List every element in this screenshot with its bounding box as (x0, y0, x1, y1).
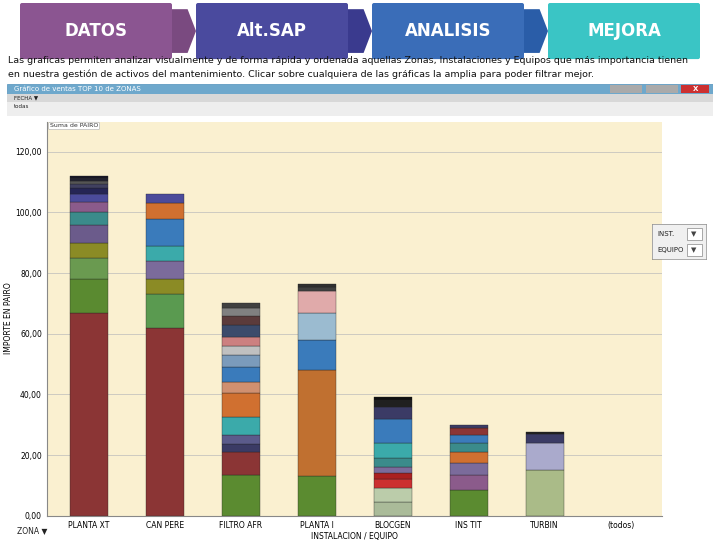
Bar (70, 279, 107, 313)
Bar (7, 94, 713, 102)
Bar (297, 340, 336, 370)
Text: todas: todas (14, 104, 30, 110)
Bar (687, 228, 702, 240)
Bar (297, 284, 336, 287)
Bar (449, 435, 487, 443)
Polygon shape (172, 9, 196, 53)
Bar (222, 367, 260, 382)
Bar (374, 480, 412, 488)
Bar (222, 444, 260, 452)
Bar (526, 434, 564, 443)
X-axis label: INSTALACION / EQUIPO: INSTALACION / EQUIPO (311, 532, 398, 540)
Bar (374, 401, 412, 407)
Text: ▼: ▼ (691, 247, 696, 253)
Bar (70, 212, 107, 225)
Bar (222, 393, 260, 417)
Text: FECHA ▼: FECHA ▼ (14, 96, 38, 100)
Bar (70, 225, 107, 243)
Bar (7, 102, 713, 116)
Bar (222, 452, 260, 475)
Text: en nuestra gestión de activos del mantenimiento. Clicar sobre cualquiera de las : en nuestra gestión de activos del manten… (8, 70, 594, 79)
FancyBboxPatch shape (196, 3, 348, 59)
Text: DATOS: DATOS (65, 22, 127, 40)
Bar (222, 382, 260, 393)
Bar (374, 443, 412, 458)
Bar (374, 502, 412, 516)
Bar (222, 475, 260, 516)
Bar (145, 261, 184, 279)
Bar (222, 355, 260, 367)
FancyBboxPatch shape (372, 3, 524, 59)
Bar (374, 473, 412, 480)
Bar (7, 84, 713, 94)
Bar (374, 488, 412, 502)
Bar (374, 458, 412, 467)
Bar (70, 178, 107, 180)
Bar (449, 463, 487, 475)
Bar (222, 417, 260, 435)
Bar (145, 328, 184, 516)
Bar (526, 433, 564, 434)
Text: Las graficas permiten analizar visualmente y de forma rápida y ordenada aquellas: Las graficas permiten analizar visualmen… (8, 56, 688, 65)
Bar (222, 325, 260, 337)
Bar (681, 85, 709, 93)
Bar (222, 337, 260, 346)
Text: ▼: ▼ (691, 231, 696, 237)
Bar (449, 428, 487, 435)
Bar (222, 303, 260, 308)
Bar (687, 244, 702, 256)
Bar (449, 425, 487, 428)
Bar (70, 258, 107, 279)
Bar (297, 476, 336, 516)
Bar (145, 294, 184, 328)
Text: ZONA ▼: ZONA ▼ (17, 526, 48, 535)
FancyBboxPatch shape (20, 3, 172, 59)
Bar (70, 180, 107, 184)
Text: MEJORA: MEJORA (587, 22, 661, 40)
Bar (449, 490, 487, 516)
Text: X: X (693, 86, 698, 92)
Bar (70, 184, 107, 188)
Bar (145, 219, 184, 246)
Polygon shape (524, 9, 548, 53)
Bar (145, 246, 184, 261)
Polygon shape (348, 9, 372, 53)
Bar (70, 194, 107, 202)
Text: Gráfico de ventas TOP 10 de ZONAS: Gráfico de ventas TOP 10 de ZONAS (14, 86, 141, 92)
Bar (70, 243, 107, 258)
Y-axis label: IMPORTE EN PAIRO: IMPORTE EN PAIRO (4, 283, 12, 354)
Bar (145, 194, 184, 204)
Bar (449, 452, 487, 463)
Text: ANALISIS: ANALISIS (405, 22, 491, 40)
Bar (145, 279, 184, 294)
Bar (70, 176, 107, 178)
Bar (449, 475, 487, 490)
Bar (70, 188, 107, 194)
Bar (374, 397, 412, 401)
FancyBboxPatch shape (548, 3, 700, 59)
Bar (222, 346, 260, 355)
Text: Alt.SAP: Alt.SAP (237, 22, 307, 40)
Text: INST.: INST. (657, 231, 674, 237)
Bar (526, 470, 564, 516)
Bar (297, 291, 336, 313)
Text: EQUIPO: EQUIPO (657, 247, 683, 253)
Bar (145, 204, 184, 219)
Text: Suma de PAIRO: Suma de PAIRO (50, 124, 98, 129)
Bar (374, 407, 412, 418)
Bar (449, 443, 487, 452)
Bar (70, 202, 107, 212)
Bar (374, 467, 412, 473)
Bar (222, 435, 260, 444)
Bar (646, 85, 678, 93)
Bar (297, 287, 336, 291)
Bar (526, 443, 564, 470)
Bar (222, 308, 260, 315)
Bar (297, 370, 336, 476)
Bar (222, 315, 260, 325)
Bar (297, 313, 336, 340)
Bar (611, 85, 642, 93)
Bar (374, 418, 412, 443)
Bar (70, 313, 107, 516)
